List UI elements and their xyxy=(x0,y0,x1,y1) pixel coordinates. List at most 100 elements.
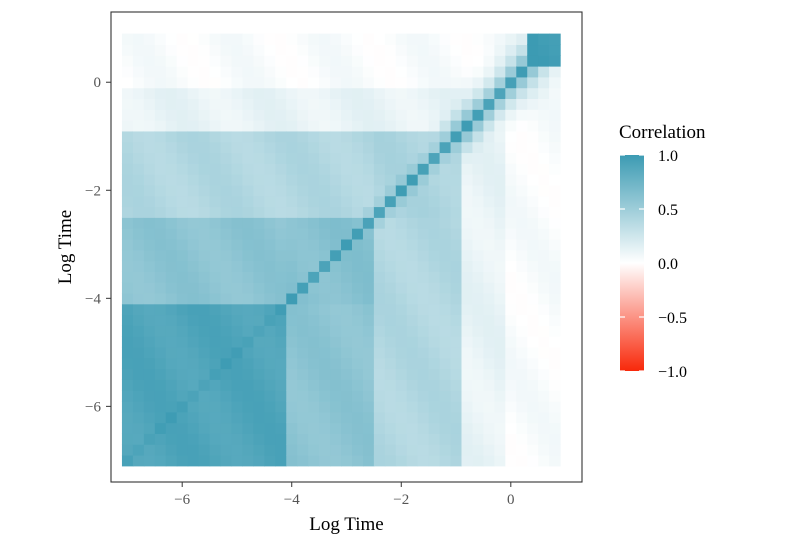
heatmap-cell xyxy=(319,66,331,78)
heatmap-cell xyxy=(253,454,265,467)
heatmap-cell xyxy=(330,368,342,380)
heatmap-cell xyxy=(505,303,517,316)
heatmap-cell xyxy=(516,282,528,294)
heatmap-cell xyxy=(275,336,287,348)
heatmap-cell xyxy=(165,87,178,100)
heatmap-cell xyxy=(395,249,408,262)
heatmap-cell xyxy=(439,282,452,294)
heatmap-cell xyxy=(143,292,156,305)
heatmap-cell xyxy=(264,195,276,208)
heatmap-cell xyxy=(527,260,539,272)
heatmap-cell xyxy=(549,292,561,305)
heatmap-cell xyxy=(330,260,342,272)
heatmap-cell xyxy=(275,325,287,337)
heatmap-cell xyxy=(549,379,561,391)
heatmap-cell xyxy=(516,336,528,348)
heatmap-cell xyxy=(297,400,309,413)
heatmap-cell xyxy=(132,292,145,305)
heatmap-cell xyxy=(121,184,134,197)
heatmap-cell xyxy=(132,357,145,370)
heatmap-cell xyxy=(428,379,441,391)
heatmap-cell xyxy=(231,271,244,283)
heatmap-cell xyxy=(330,163,342,175)
heatmap-cell xyxy=(176,325,189,337)
heatmap-cell xyxy=(538,411,550,424)
heatmap-cell xyxy=(341,444,353,456)
heatmap-cell xyxy=(494,44,506,56)
heatmap-cell xyxy=(319,163,331,175)
heatmap-cell xyxy=(242,336,254,348)
heatmap-cell xyxy=(253,346,265,359)
heatmap-cell xyxy=(242,444,254,456)
heatmap-cell xyxy=(549,400,561,413)
heatmap-cell xyxy=(505,454,517,467)
heatmap-cell xyxy=(417,109,430,121)
heatmap-cell xyxy=(198,454,211,467)
heatmap-cell xyxy=(450,76,463,89)
heatmap-cell xyxy=(538,282,550,294)
heatmap-cell xyxy=(362,206,375,218)
heatmap-cell xyxy=(549,282,561,294)
heatmap-cell xyxy=(209,228,222,240)
heatmap-cell xyxy=(275,206,287,218)
heatmap-cell xyxy=(275,120,287,132)
heatmap-cell xyxy=(297,66,309,78)
heatmap-cell xyxy=(384,282,397,294)
heatmap-cell xyxy=(154,346,167,359)
heatmap-cell xyxy=(395,44,408,56)
heatmap-cell xyxy=(351,163,364,175)
heatmap-cell xyxy=(494,422,506,434)
heatmap-cell xyxy=(297,325,309,337)
heatmap-cell xyxy=(275,195,287,208)
heatmap-cell xyxy=(143,195,156,208)
heatmap-cell xyxy=(341,195,353,208)
heatmap-cell xyxy=(286,390,298,402)
heatmap-cell xyxy=(132,422,145,434)
heatmap-cell xyxy=(308,411,320,424)
heatmap-cell xyxy=(395,379,408,391)
heatmap-cell xyxy=(286,184,298,197)
heatmap-cell xyxy=(395,66,408,78)
heatmap-cell xyxy=(516,130,528,143)
heatmap-cell xyxy=(297,76,309,89)
heatmap-cell xyxy=(406,336,419,348)
heatmap-cell xyxy=(154,433,167,445)
heatmap-cell xyxy=(461,271,474,283)
heatmap-cell xyxy=(406,228,419,240)
heatmap-cell xyxy=(406,33,419,46)
heatmap-cell xyxy=(505,184,517,197)
heatmap-cell xyxy=(143,44,156,56)
heatmap-cell xyxy=(549,336,561,348)
heatmap-cell xyxy=(549,195,561,208)
heatmap-cell xyxy=(308,55,320,67)
heatmap-cell xyxy=(538,109,550,121)
heatmap-cell xyxy=(549,271,561,283)
heatmap-cell xyxy=(494,271,506,283)
heatmap-cell xyxy=(406,260,419,272)
heatmap-cell xyxy=(384,44,397,56)
heatmap-cell xyxy=(264,206,276,218)
heatmap-cell xyxy=(395,120,408,132)
heatmap-cell xyxy=(428,314,441,326)
heatmap-cell xyxy=(483,55,495,67)
heatmap-cell xyxy=(198,174,211,186)
heatmap-cell xyxy=(450,238,463,251)
heatmap-cell xyxy=(187,109,200,121)
heatmap-cell xyxy=(373,249,386,262)
heatmap-cell xyxy=(165,368,178,380)
heatmap-cell xyxy=(198,87,211,100)
heatmap-cell xyxy=(417,336,430,348)
heatmap-cell xyxy=(351,44,364,56)
heatmap-cell xyxy=(516,120,528,132)
heatmap-cell xyxy=(253,357,265,370)
heatmap-cell xyxy=(505,109,517,121)
heatmap-cell xyxy=(275,228,287,240)
heatmap-cell xyxy=(176,271,189,283)
heatmap-cell xyxy=(373,422,386,434)
heatmap-cell xyxy=(143,120,156,132)
heatmap-cell xyxy=(231,260,244,272)
heatmap-cell xyxy=(417,217,430,229)
heatmap-cell xyxy=(143,379,156,391)
heatmap-cell xyxy=(308,379,320,391)
heatmap-cell xyxy=(362,249,375,262)
